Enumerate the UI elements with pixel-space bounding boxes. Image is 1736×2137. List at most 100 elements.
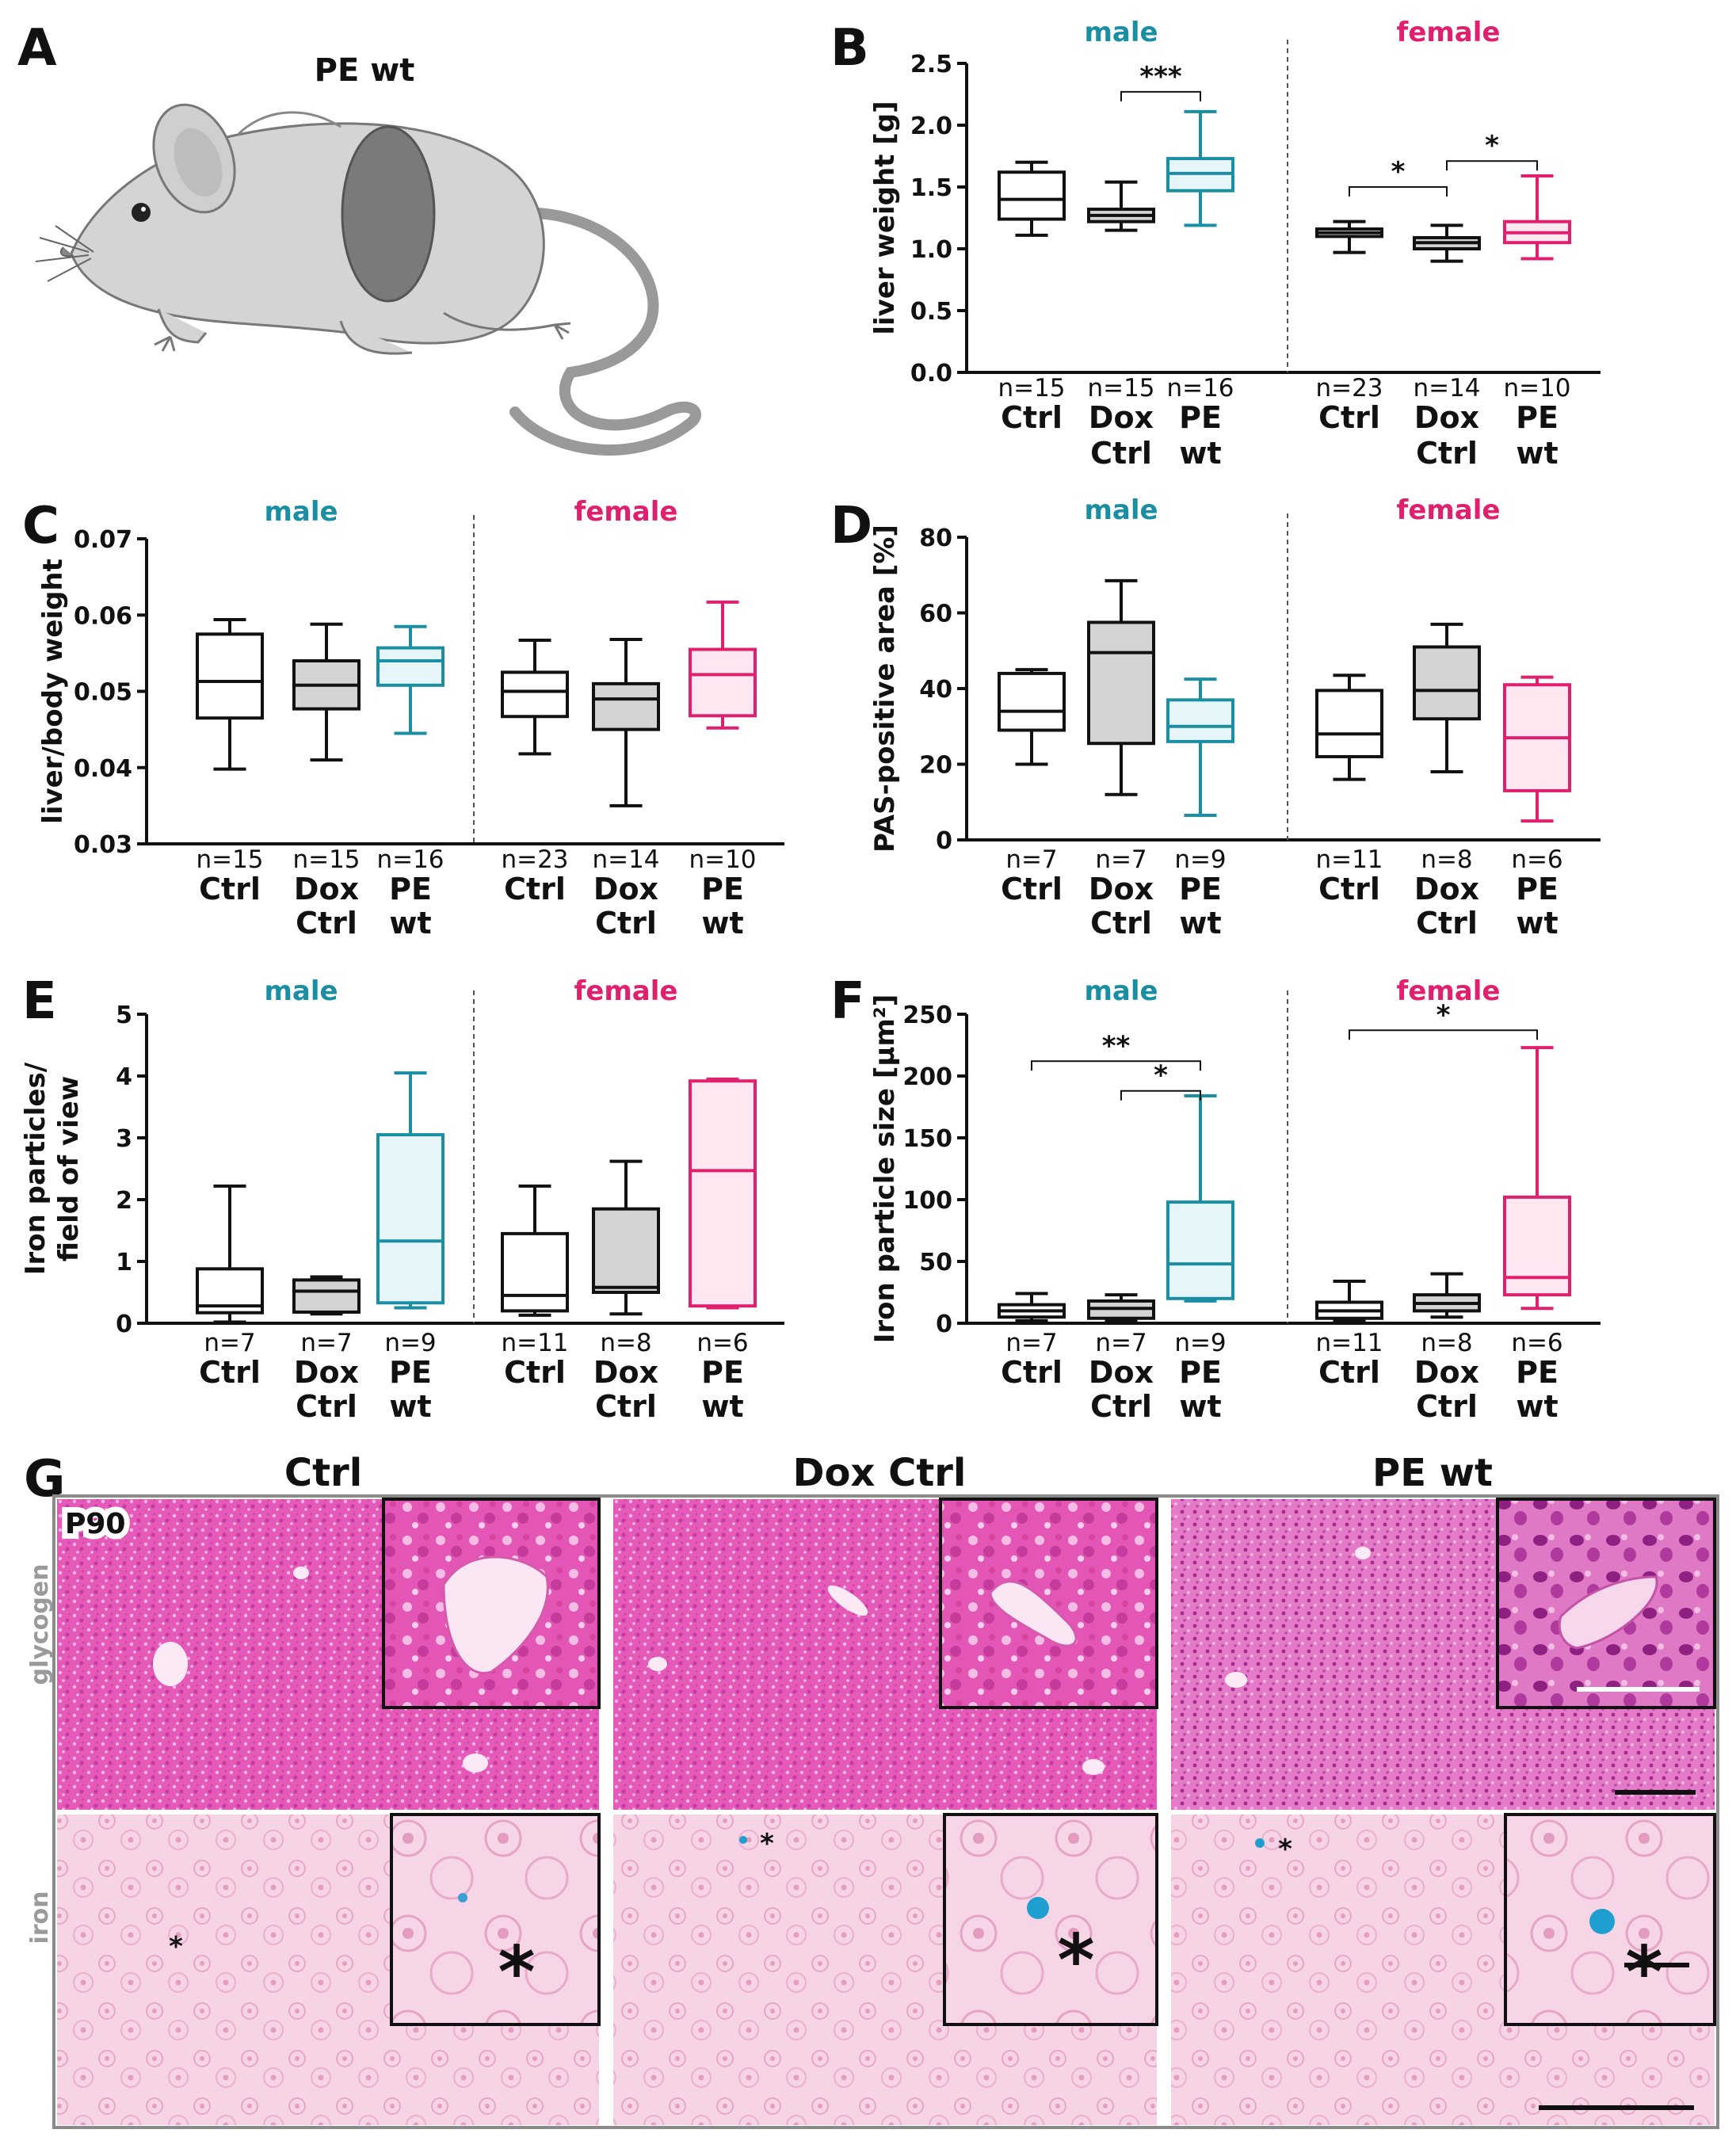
y-tick-label: 100 — [902, 1187, 952, 1215]
bracket-line — [1120, 90, 1201, 101]
chart-panel-b: B 0.0 0.5 1.0 1.5 2.0 2.5 liver weight [g] male f… — [830, 17, 1601, 471]
y-tick-label: 20 — [919, 752, 952, 780]
n-label: n=14 — [592, 845, 659, 874]
box-e-3 — [501, 1184, 569, 1317]
y-axis-title-line1: Iron particles/ — [20, 1062, 52, 1275]
box-iqr — [1166, 698, 1234, 743]
box-iqr — [1413, 645, 1481, 721]
y-axis-title: Iron particles/field of view — [20, 1062, 85, 1275]
category-label: Ctrl — [504, 1355, 566, 1390]
y-tick-label: 0.05 — [74, 679, 132, 707]
histo-column-title-ctrl: Ctrl — [284, 1451, 362, 1495]
category-label-line2: Ctrl — [1416, 906, 1478, 941]
box-d-1 — [1087, 578, 1155, 796]
category-label-line2: Ctrl — [595, 906, 657, 941]
box-c-5 — [689, 600, 757, 730]
box-f-2 — [1166, 1093, 1234, 1303]
iron-image-pe-wt: * * — [1171, 1813, 1716, 2125]
box-c-2 — [376, 624, 444, 735]
n-label: n=6 — [1511, 845, 1562, 874]
panel-a-title: PE wt — [315, 52, 415, 89]
n-label: n=10 — [689, 845, 756, 874]
category-label: Dox — [1089, 872, 1154, 906]
y-axis-title: liver/body weight — [37, 559, 69, 824]
significance-bracket: *** — [1120, 61, 1201, 101]
category-label: PE — [1179, 872, 1222, 906]
histo-column-title-pe-wt: PE wt — [1372, 1451, 1493, 1495]
n-label: n=15 — [998, 374, 1065, 403]
box-e-5 — [689, 1077, 757, 1310]
box-e-1 — [292, 1275, 361, 1316]
y-tick-label: 0.03 — [74, 831, 132, 859]
group-label-female: female — [1397, 494, 1501, 526]
mouse-illustration — [35, 103, 701, 456]
category-label: Dox — [1089, 400, 1154, 435]
significance-stars: * — [1485, 130, 1499, 162]
category-label-line2: wt — [701, 906, 743, 941]
significance-bracket: ** — [1031, 1030, 1201, 1071]
category-label: Ctrl — [1318, 400, 1380, 435]
y-axis-title: Iron particle size [µm²] — [869, 994, 901, 1343]
histo-column-title-dox-ctrl: Dox Ctrl — [793, 1451, 967, 1495]
y-tick-label: 2.5 — [910, 51, 952, 78]
y-tick-label: 80 — [919, 525, 952, 552]
panel-a: A PE wt — [17, 19, 701, 456]
y-tick-label: 2.0 — [910, 113, 952, 140]
y-tick-label: 0 — [936, 827, 952, 855]
box-iqr — [1503, 1195, 1571, 1297]
chart-panel-d: D 0 20 40 60 80 PAS-positive area [%] male femal… — [830, 494, 1601, 941]
glycogen-image-ctrl — [57, 1498, 601, 1810]
category-label: PE — [389, 872, 432, 906]
bracket-line — [1120, 1089, 1201, 1101]
n-label: n=10 — [1503, 374, 1570, 403]
box-f-0 — [998, 1292, 1066, 1322]
box-iqr — [689, 1079, 757, 1308]
y-axis-title-text: liver weight [g] — [869, 101, 901, 334]
y-tick-label: 0.5 — [910, 298, 952, 326]
iron-image-ctrl: * * — [57, 1813, 601, 2125]
box-f-1 — [1087, 1293, 1155, 1322]
n-label: n=7 — [204, 1329, 255, 1357]
category-label: Dox — [1089, 1355, 1154, 1390]
significance-bracket: * — [1120, 1060, 1201, 1101]
category-label: Ctrl — [1318, 1355, 1380, 1390]
group-label-male: male — [1084, 975, 1158, 1007]
category-label: Dox — [593, 872, 658, 906]
row-label-iron: iron — [26, 1891, 54, 1944]
iron-marker-pe-wt: * — [1278, 1834, 1292, 1865]
category-label-line2: wt — [1179, 1389, 1221, 1424]
box-iqr — [998, 170, 1066, 221]
box-c-0 — [196, 618, 264, 771]
category-label: Ctrl — [1001, 400, 1063, 435]
box-d-4 — [1413, 622, 1481, 774]
box-iqr — [196, 632, 264, 720]
y-axis-title-text: Iron particle size [µm²] — [869, 994, 901, 1343]
category-label: PE — [1179, 1355, 1222, 1390]
chart-panel-e: E 0 1 2 3 4 5 Iron particles/field of view male f… — [20, 972, 784, 1424]
n-label: n=16 — [376, 845, 444, 874]
box-d-0 — [998, 668, 1066, 766]
box-iqr — [501, 1231, 569, 1313]
box-c-3 — [501, 639, 569, 756]
box-iqr — [501, 670, 569, 719]
n-label: n=8 — [600, 1329, 651, 1357]
category-label: Dox — [1414, 1355, 1479, 1390]
iron-marker-ctrl: * — [169, 1931, 183, 1963]
y-tick-label: 1.5 — [910, 174, 952, 202]
category-label: PE — [1179, 400, 1222, 435]
category-label-line2: Ctrl — [1416, 436, 1478, 471]
group-label-male: male — [1084, 494, 1158, 526]
box-e-4 — [592, 1159, 660, 1316]
n-label: n=23 — [1315, 374, 1383, 403]
box-iqr — [592, 681, 660, 731]
category-label-line2: wt — [1516, 436, 1558, 471]
panel-g: G Ctrl Dox Ctrl PE wt glycogen iron — [24, 1450, 1719, 2129]
iron-marker-zoom-ctrl: * — [498, 1931, 535, 2014]
box-iqr — [1166, 1200, 1234, 1300]
box-iqr — [292, 1278, 361, 1314]
y-tick-label: 0.07 — [74, 526, 132, 554]
n-label: n=11 — [1315, 1329, 1383, 1357]
y-tick-label: 0.06 — [74, 602, 132, 630]
